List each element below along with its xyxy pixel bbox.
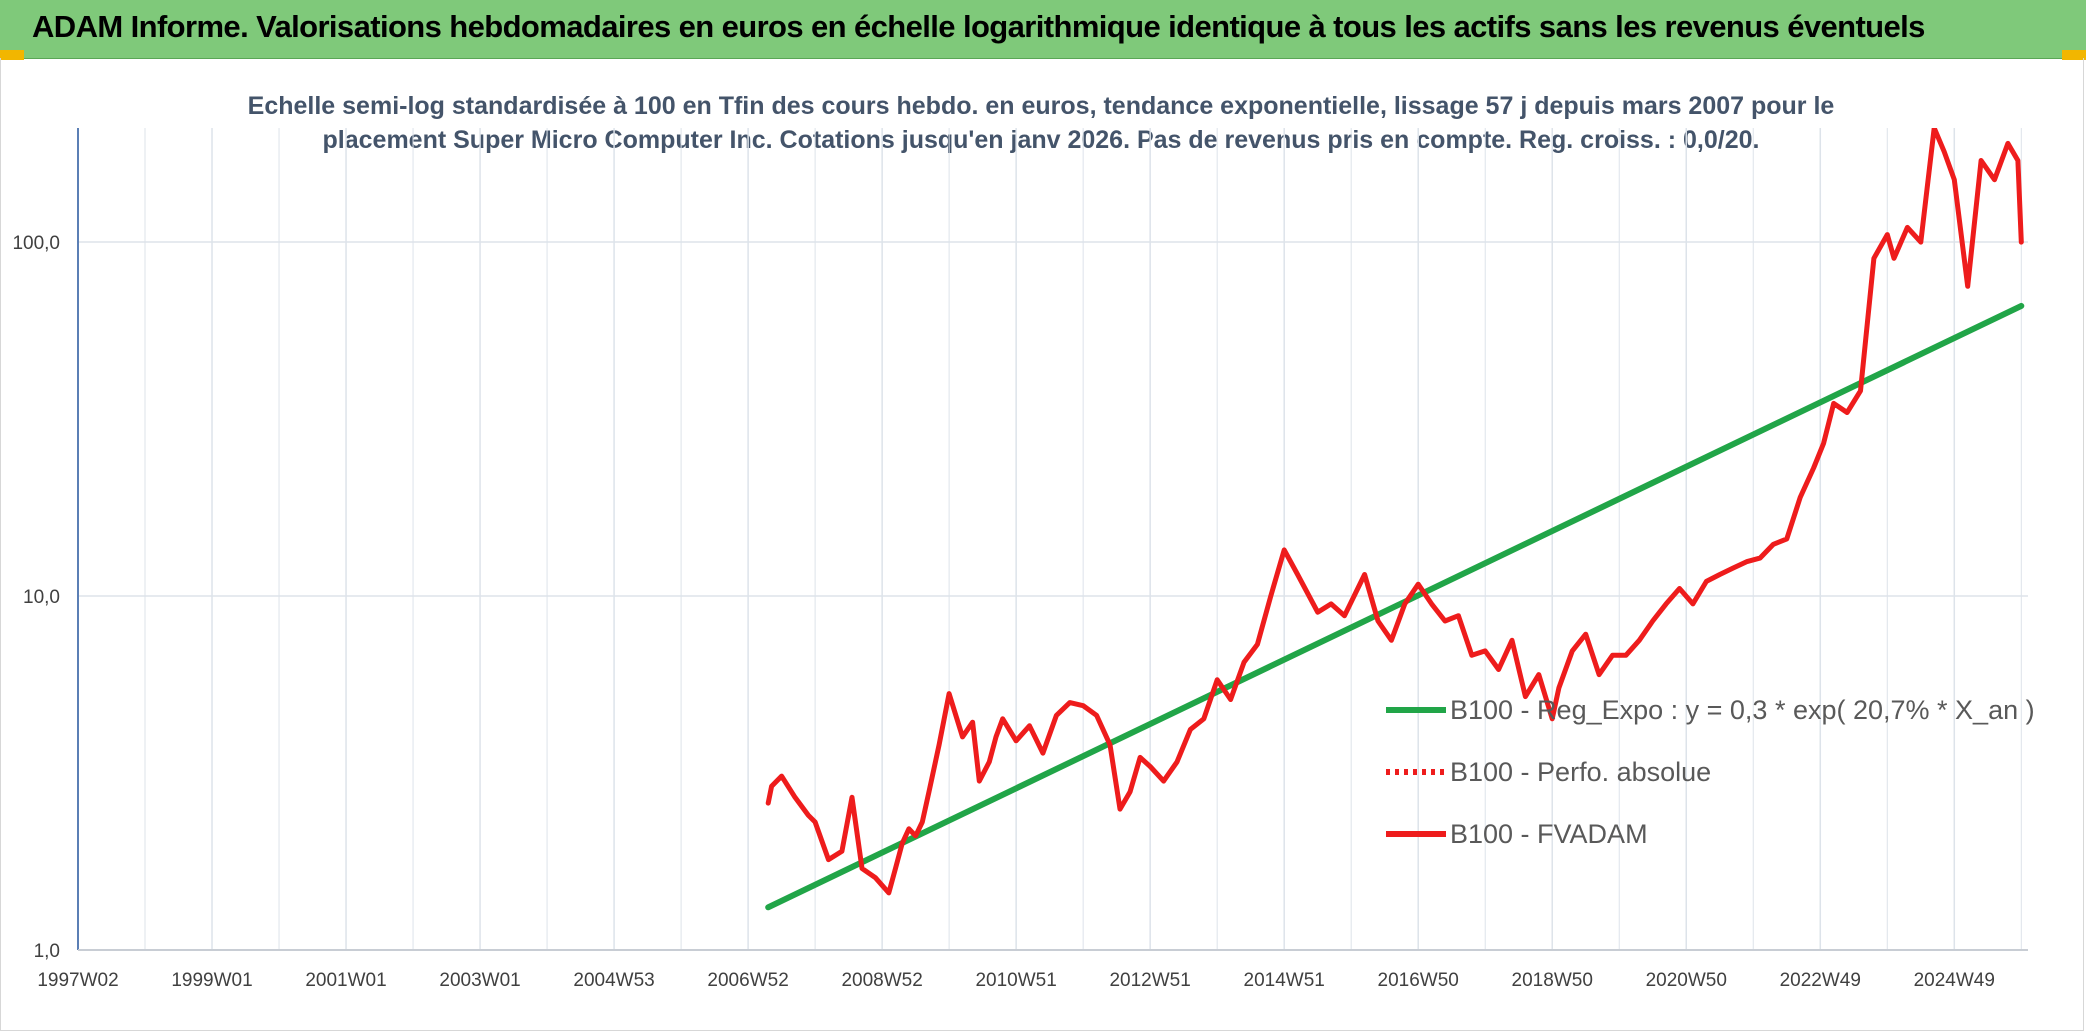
x-tick-label-2: 2001W01 bbox=[305, 970, 386, 991]
x-tick-label-0: 1997W02 bbox=[37, 970, 118, 991]
legend-label-0: B100 - Reg_Expo : y = 0,3 * exp( 20,7% *… bbox=[1450, 695, 2035, 725]
report-banner: ADAM Informe. Valorisations hebdomadaire… bbox=[0, 0, 2086, 59]
legend-label-1: B100 - Perfo. absolue bbox=[1450, 757, 1711, 787]
y-tick-label-2: 100,0 bbox=[12, 233, 60, 254]
x-tick-label-8: 2012W51 bbox=[1109, 970, 1190, 991]
chart-series bbox=[765, 128, 2025, 911]
x-tick-label-6: 2008W52 bbox=[841, 970, 922, 991]
chart-legend: B100 - Reg_Expo : y = 0,3 * exp( 20,7% *… bbox=[1386, 695, 2035, 849]
chart-subtitle-line-2: placement Super Micro Computer Inc. Cota… bbox=[323, 126, 1760, 154]
x-tick-label-4: 2004W53 bbox=[573, 970, 654, 991]
x-tick-label-13: 2022W49 bbox=[1780, 970, 1861, 991]
x-tick-label-3: 2003W01 bbox=[439, 970, 520, 991]
chart: Echelle semi-log standardisée à 100 en T… bbox=[12, 92, 2035, 991]
chart-grid bbox=[77, 128, 2028, 951]
x-tick-label-1: 1999W01 bbox=[171, 970, 252, 991]
x-tick-label-7: 2010W51 bbox=[975, 970, 1056, 991]
report-title: ADAM Informe. Valorisations hebdomadaire… bbox=[32, 9, 1925, 44]
series-line-0 bbox=[765, 302, 2025, 911]
series-line-2 bbox=[765, 128, 2024, 896]
chart-frame: Echelle semi-log standardisée à 100 en T… bbox=[0, 58, 2084, 1031]
legend-label-2: B100 - FVADAM bbox=[1450, 819, 1648, 849]
x-tick-label-14: 2024W49 bbox=[1914, 970, 1995, 991]
x-tick-label-12: 2020W50 bbox=[1646, 970, 1727, 991]
x-tick-label-11: 2018W50 bbox=[1512, 970, 1593, 991]
y-tick-label-0: 1,0 bbox=[34, 941, 60, 962]
corner-mark-right bbox=[2062, 50, 2086, 60]
y-tick-label-1: 10,0 bbox=[23, 587, 60, 608]
chart-subtitle-line-1: Echelle semi-log standardisée à 100 en T… bbox=[248, 92, 1835, 120]
chart-axes: 1,0 10,0 100,0 1997W02 1999W01 2001W01 2003W01… bbox=[12, 128, 2028, 991]
x-tick-label-5: 2006W52 bbox=[707, 970, 788, 991]
x-tick-label-9: 2014W51 bbox=[1244, 970, 1325, 991]
x-tick-label-10: 2016W50 bbox=[1378, 970, 1459, 991]
corner-mark-left bbox=[0, 50, 24, 60]
